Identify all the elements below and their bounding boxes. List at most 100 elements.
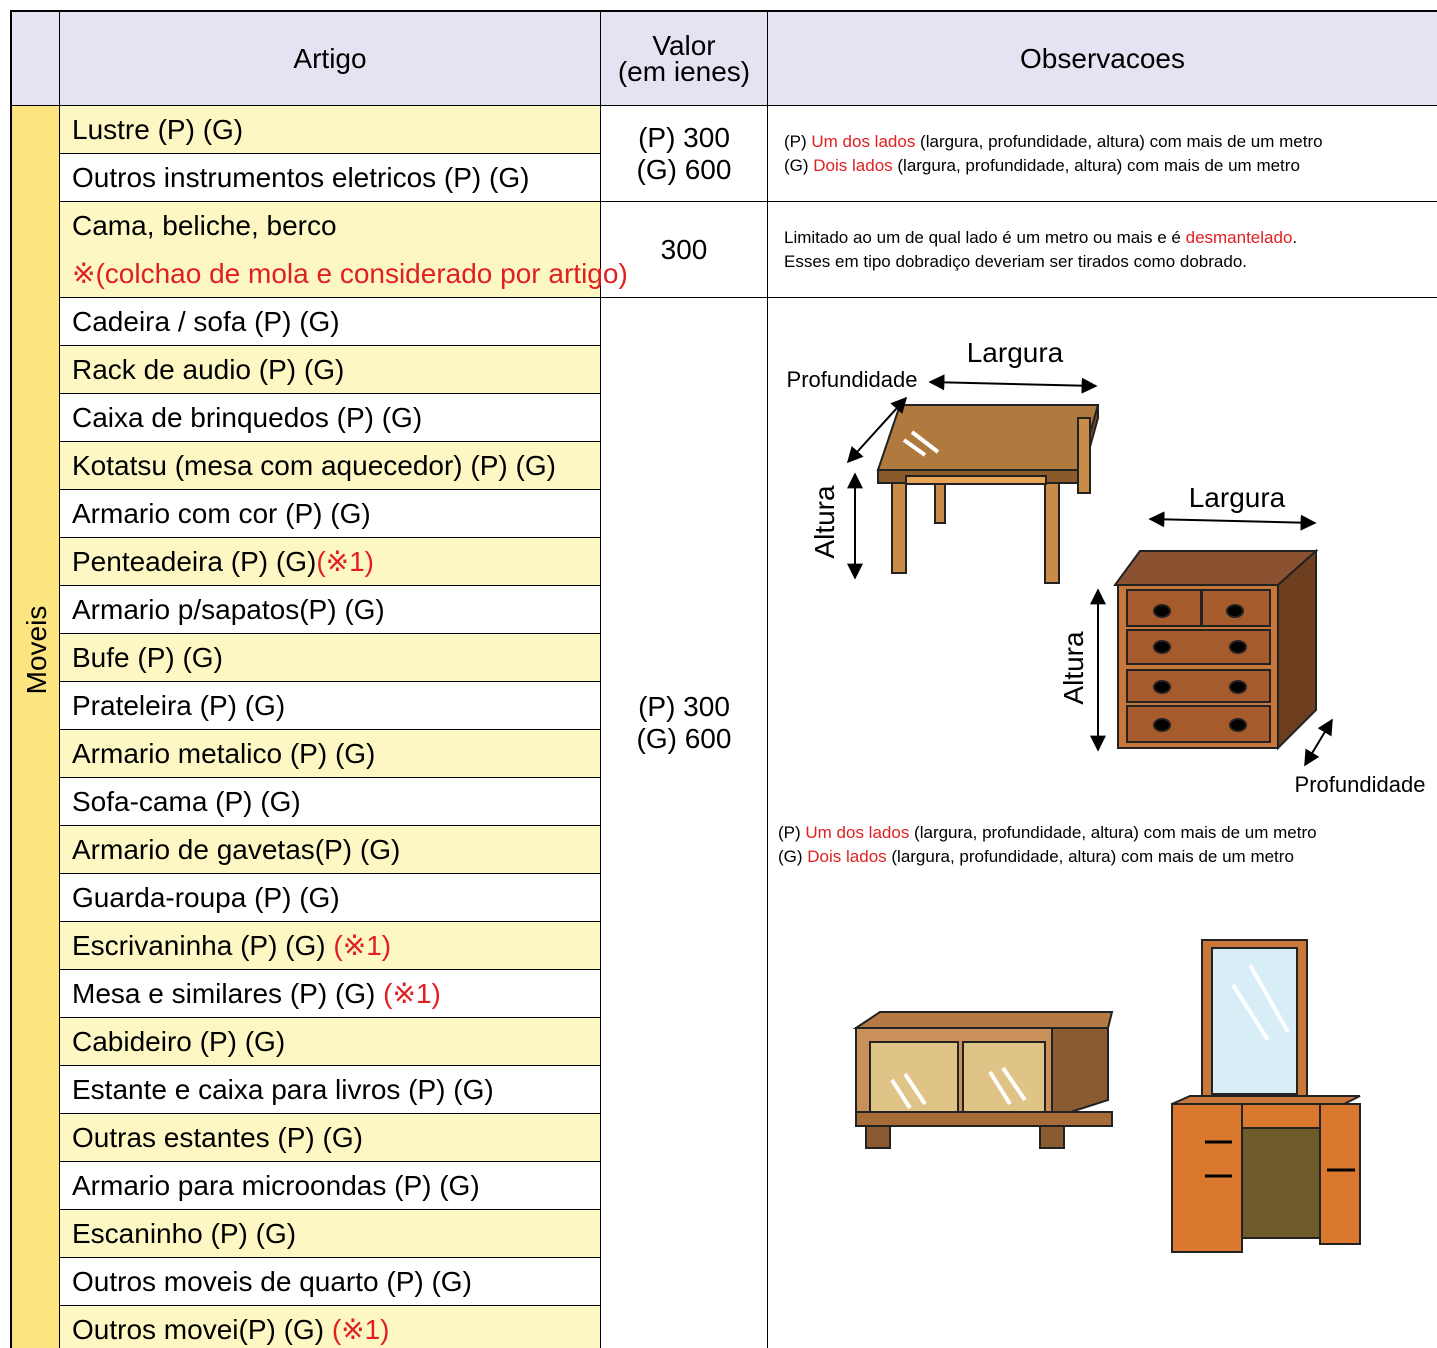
item-line: Caixa de brinquedos (P) (G) <box>72 394 600 442</box>
value-cell: 300 <box>601 202 768 298</box>
item-row: Rack de audio (P) (G) <box>60 346 601 394</box>
item-row: Armario metalico (P) (G) <box>60 730 601 778</box>
item-line: Armario p/sapatos(P) (G) <box>72 586 600 634</box>
text-segment: Caixa de brinquedos (P) (G) <box>72 402 423 433</box>
notes-cell: (P) Um dos lados (largura, profundidade,… <box>768 298 1437 1348</box>
item-line: Outros moveis de quarto (P) (G) <box>72 1258 600 1306</box>
item-line: Rack de audio (P) (G) <box>72 346 600 394</box>
text-segment: desmantelado <box>1185 227 1293 247</box>
note-line: (P) Um dos lados (largura, profundidade,… <box>784 130 1437 154</box>
item-row: Penteadeira (P) (G)(※1) <box>60 538 601 586</box>
table-depth-label: Profundidade <box>787 367 918 392</box>
text-segment: (G) <box>778 847 808 866</box>
table-height-label: Altura <box>809 485 840 559</box>
category-cell: Moveis <box>10 106 60 1348</box>
value-cell: (P) 300 (G) 600 <box>601 106 768 202</box>
text-segment: Rack de audio (P) (G) <box>72 354 345 385</box>
item-row: Armario com cor (P) (G) <box>60 490 601 538</box>
text-segment: (G) <box>784 155 814 175</box>
text-segment: Kotatsu (mesa com aquecedor) (P) (G) <box>72 450 556 481</box>
value-line: (G) 600 <box>636 154 732 185</box>
item-line: Kotatsu (mesa com aquecedor) (P) (G) <box>72 442 600 490</box>
text-segment: Armario p/sapatos(P) (G) <box>72 594 385 625</box>
note-line: Limitado ao um de qual lado é um metro o… <box>784 226 1437 250</box>
item-row: Cadeira / sofa (P) (G) <box>60 298 601 346</box>
chest-height-label: Altura <box>1058 631 1089 705</box>
text-segment: Um dos lados <box>805 823 910 842</box>
header-valor-line: (em ienes) <box>617 55 751 87</box>
item-row: Caixa de brinquedos (P) (G) <box>60 394 601 442</box>
item-line: ※(colchao de mola e considerado por arti… <box>72 250 628 298</box>
text-segment: Esses em tipo dobradiço deveriam ser tir… <box>784 251 1248 271</box>
text-segment: Armario com cor (P) (G) <box>72 498 371 529</box>
header-cell <box>10 10 60 106</box>
text-segment: Dois lados <box>807 847 887 866</box>
item-row: Outros instrumentos eletricos (P) (G) <box>60 154 601 202</box>
category-label: Moveis <box>21 605 52 695</box>
item-row: Bufe (P) (G) <box>60 634 601 682</box>
item-line: Lustre (P) (G) <box>72 106 600 154</box>
item-line: Armario para microondas (P) (G) <box>72 1162 600 1210</box>
note-line: (G) Dois lados (largura, profundidade, a… <box>784 154 1437 178</box>
item-row: Prateleira (P) (G) <box>60 682 601 730</box>
text-segment: (largura, profundidade, altura) com mais… <box>886 847 1294 866</box>
note-line: Esses em tipo dobradiço deveriam ser tir… <box>784 250 1437 274</box>
text-segment: Mesa e similares (P) (G) <box>72 978 384 1009</box>
text-segment: (P) <box>784 131 812 151</box>
item-row: Sofa-cama (P) (G) <box>60 778 601 826</box>
text-segment: Prateleira (P) (G) <box>72 690 286 721</box>
text-segment: Bufe (P) (G) <box>72 642 223 673</box>
item-row: Estante e caixa para livros (P) (G) <box>60 1066 601 1114</box>
notes-cell: Limitado ao um de qual lado é um metro o… <box>768 202 1437 298</box>
text-segment: Cama, beliche, berco <box>72 210 337 241</box>
text-segment: (※1) <box>383 978 441 1009</box>
text-segment: (largura, profundidade, altura) com mais… <box>909 823 1317 842</box>
text-segment: Lustre (P) (G) <box>72 114 244 145</box>
text-segment: Outros movei(P) (G) <box>72 1314 332 1345</box>
item-line: Guarda-roupa (P) (G) <box>72 874 600 922</box>
text-segment: Escaninho (P) (G) <box>72 1218 297 1249</box>
table-width-label: Largura <box>967 337 1064 368</box>
text-segment: Armario de gavetas(P) (G) <box>72 834 401 865</box>
notes-cell: (P) Um dos lados (largura, profundidade,… <box>768 106 1437 202</box>
text-segment: Cadeira / sofa (P) (G) <box>72 306 340 337</box>
item-row: Mesa e similares (P) (G) (※1) <box>60 970 601 1018</box>
item-line: Armario metalico (P) (G) <box>72 730 600 778</box>
value-cell: (P) 300 (G) 600 <box>601 298 768 1348</box>
value-line: (G) 600 <box>636 723 732 754</box>
item-line: Armario com cor (P) (G) <box>72 490 600 538</box>
item-row: Kotatsu (mesa com aquecedor) (P) (G) <box>60 442 601 490</box>
item-line: Estante e caixa para livros (P) (G) <box>72 1066 600 1114</box>
text-segment: Guarda-roupa (P) (G) <box>72 882 340 913</box>
item-row: Escaninho (P) (G) <box>60 1210 601 1258</box>
item-row: Outros moveis de quarto (P) (G) <box>60 1258 601 1306</box>
item-row: Cabideiro (P) (G) <box>60 1018 601 1066</box>
value-text: 300 <box>601 202 767 298</box>
text-segment: Sofa-cama (P) (G) <box>72 786 301 817</box>
item-row: Armario de gavetas(P) (G) <box>60 826 601 874</box>
item-row: Outras estantes (P) (G) <box>60 1114 601 1162</box>
value-line: 300 <box>660 234 708 265</box>
text-segment: ※(colchao de mola e considerado por arti… <box>72 258 628 289</box>
text-segment: Outros moveis de quarto (P) (G) <box>72 1266 472 1297</box>
item-line: Bufe (P) (G) <box>72 634 600 682</box>
text-segment: Estante e caixa para livros (P) (G) <box>72 1074 494 1105</box>
note-line: (G) Dois lados (largura, profundidade, a… <box>778 845 1437 869</box>
text-segment: (P) <box>778 823 806 842</box>
text-segment: Armario metalico (P) (G) <box>72 738 376 769</box>
text-segment: Um dos lados <box>811 131 916 151</box>
item-line: Penteadeira (P) (G)(※1) <box>72 538 600 586</box>
chest-depth-label: Profundidade <box>1295 772 1426 797</box>
item-line: Prateleira (P) (G) <box>72 682 600 730</box>
item-line: Outros instrumentos eletricos (P) (G) <box>72 154 600 202</box>
header-artigo: Artigo <box>60 10 601 106</box>
item-line: Mesa e similares (P) (G) (※1) <box>72 970 600 1018</box>
item-row: Cama, beliche, berco ※(colchao de mola e … <box>60 202 628 298</box>
text-segment: (※1) <box>333 930 392 961</box>
item-line: Outras estantes (P) (G) <box>72 1114 600 1162</box>
text-segment: Cabideiro (P) (G) <box>72 1026 286 1057</box>
value-text: (P) 300 (G) 600 <box>601 106 767 202</box>
item-line: Cadeira / sofa (P) (G) <box>72 298 600 346</box>
header-valor: Valor (em ienes) <box>601 10 768 106</box>
text-segment: Limitado ao um de qual lado é um metro o… <box>784 227 1186 247</box>
